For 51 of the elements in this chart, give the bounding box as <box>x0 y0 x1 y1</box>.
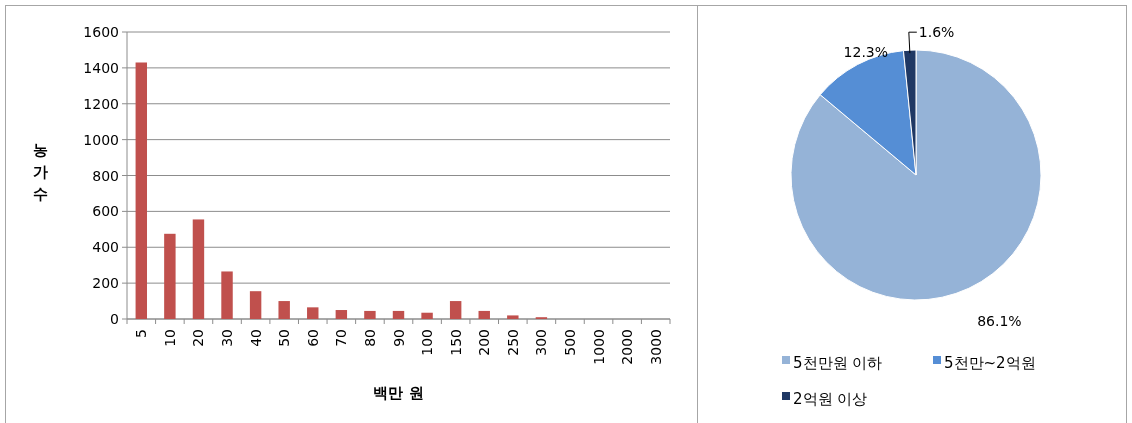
x-tick-label: 100 <box>419 329 436 356</box>
x-tick-label: 200 <box>476 329 493 356</box>
data-label: 1.6% <box>918 24 955 41</box>
bar <box>507 315 519 319</box>
legend-label: 5천만원 이하 <box>793 354 883 372</box>
data-label: 12.3% <box>843 44 889 61</box>
x-tick-label: 250 <box>504 329 521 356</box>
x-tick-label: 300 <box>533 329 550 356</box>
bar <box>392 310 405 319</box>
x-tick-label: 1000 <box>590 329 607 365</box>
x-tick-label: 10 <box>161 329 178 347</box>
y-axis-title: 농가수 <box>32 141 48 203</box>
bar <box>249 291 262 319</box>
x-tick-label: 60 <box>304 329 321 347</box>
bar <box>364 310 376 319</box>
y-tick-label: 0 <box>110 311 119 327</box>
bar <box>307 307 319 319</box>
y-tick-label: 1600 <box>83 24 119 40</box>
x-tick-label: 30 <box>219 329 236 347</box>
y-tick-label: 600 <box>92 203 119 220</box>
y-tick-label: 800 <box>92 167 119 184</box>
data-label: 86.1% <box>977 312 1022 329</box>
bar <box>135 62 148 319</box>
bar <box>192 219 205 319</box>
y-tick-label: 200 <box>92 275 119 292</box>
x-tick-label: 3000 <box>647 329 664 365</box>
x-tick-label: 50 <box>276 329 293 347</box>
bar <box>164 233 176 319</box>
y-tick-label: 1200 <box>83 95 119 112</box>
x-tick-label: 40 <box>247 329 264 347</box>
bar <box>421 312 433 319</box>
y-tick-label: 1400 <box>83 59 119 76</box>
legend-label: 2억원 이상 <box>793 390 868 408</box>
x-tick-label: 80 <box>361 329 378 347</box>
x-tick-label: 70 <box>333 329 350 347</box>
bar <box>221 271 233 319</box>
bar <box>449 301 462 319</box>
x-tick-label: 150 <box>447 329 464 356</box>
bar <box>478 310 490 319</box>
x-tick-label: 20 <box>190 329 207 347</box>
y-tick-label: 400 <box>92 239 119 256</box>
bar <box>335 310 348 319</box>
x-tick-label: 2000 <box>619 329 636 365</box>
y-tick-label: 1000 <box>83 131 119 148</box>
pie-slice <box>790 49 1042 301</box>
legend-label: 5천만~2억원 <box>944 354 1036 372</box>
x-tick-label: 5 <box>133 329 150 338</box>
x-tick-label: 500 <box>561 329 578 356</box>
bar <box>278 301 290 319</box>
x-tick-label: 90 <box>390 329 407 347</box>
x-axis-title: 백만 원 <box>373 384 424 402</box>
